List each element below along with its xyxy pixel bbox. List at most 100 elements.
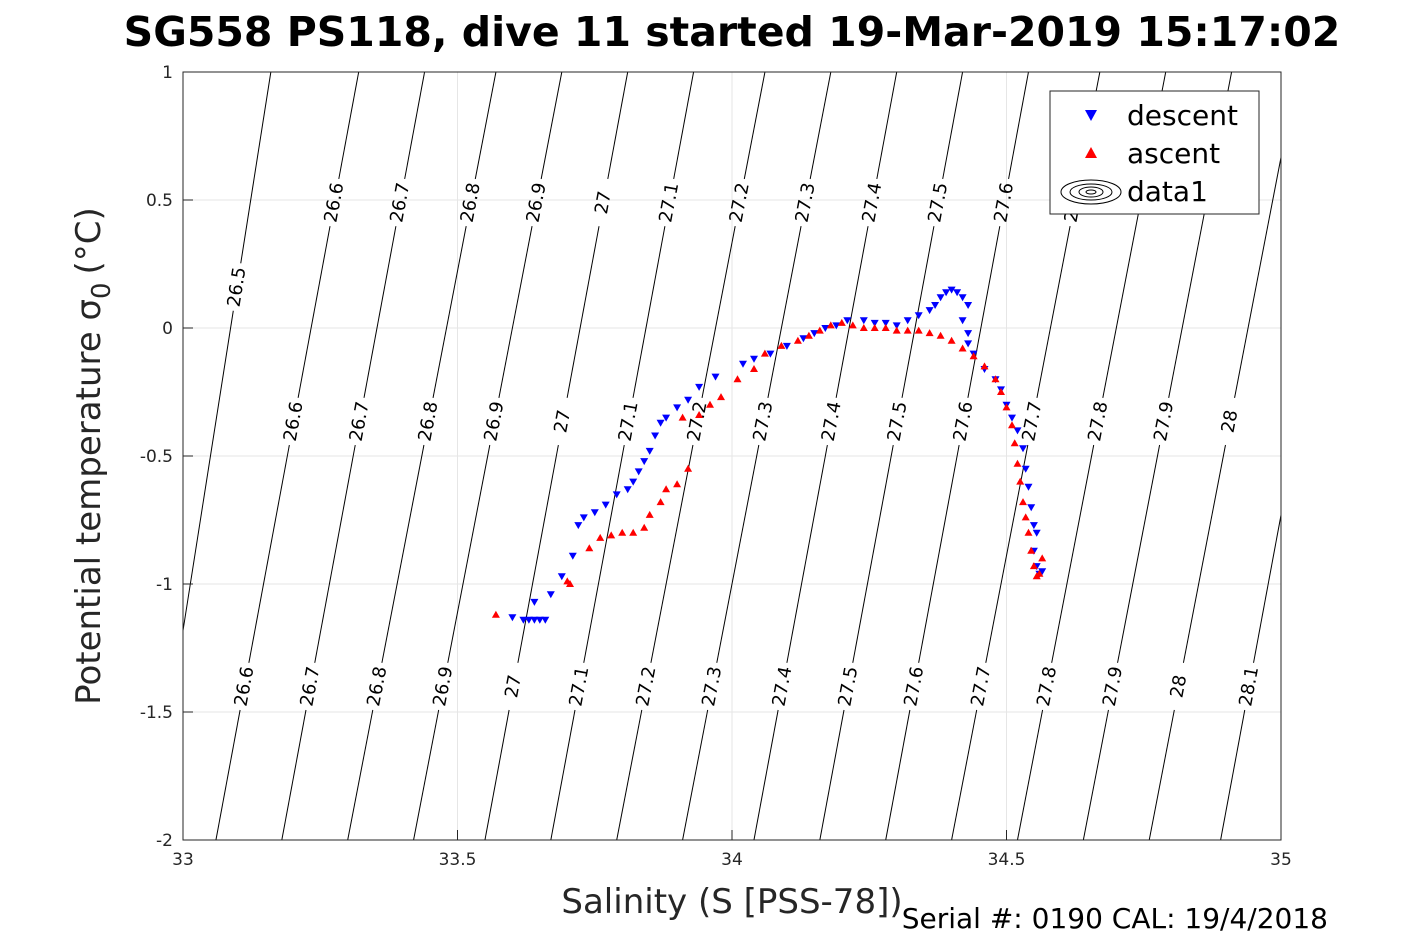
ascent-point <box>804 331 813 339</box>
contour-segment <box>540 72 563 180</box>
contour-segment <box>297 226 331 398</box>
legend-data1-marker <box>1060 179 1122 205</box>
y-axis-label-unit: (°C) <box>69 207 109 274</box>
contour-segment <box>447 444 491 663</box>
descent-point <box>546 591 555 599</box>
contour-segment <box>517 444 559 663</box>
descent-point <box>810 330 819 338</box>
descent-point <box>629 478 638 486</box>
contour-label: 27 <box>591 189 616 215</box>
ascent-point <box>892 326 901 334</box>
descent-point <box>799 335 808 343</box>
descent-point <box>623 486 632 494</box>
descent-point <box>612 491 621 499</box>
descent-point <box>579 514 588 522</box>
ascent-point <box>629 528 638 536</box>
ascent-point <box>760 349 769 357</box>
svg-text:Potential temperature σ0(°C): Potential temperature σ0 (°C) <box>69 207 117 705</box>
contour-segment <box>215 709 241 840</box>
contour-segment <box>183 310 234 634</box>
contour-segment <box>381 444 425 663</box>
contour-segment <box>474 72 497 180</box>
ascent-point <box>837 318 846 326</box>
ascent-point <box>1019 498 1027 506</box>
ascent-point <box>991 375 1000 383</box>
ascent-point <box>1016 477 1025 485</box>
contour-segment <box>550 709 576 840</box>
contour-segment <box>240 72 272 264</box>
contour-segment <box>767 226 802 398</box>
descent-point <box>739 360 747 368</box>
descent-point <box>601 501 610 509</box>
descent-point <box>953 289 962 297</box>
descent-point <box>881 319 890 327</box>
descent-point <box>1029 522 1038 530</box>
y-tick-label: 0 <box>162 319 173 339</box>
chart-title: SG558 PS118, dive 11 started 19-Mar-2019… <box>124 8 1341 56</box>
contour-segment <box>809 72 832 180</box>
descent-point <box>859 317 868 325</box>
contour-segment <box>1303 72 1364 398</box>
ascent-point <box>859 324 868 331</box>
ascent-point <box>695 411 704 418</box>
ascent-point <box>980 362 989 370</box>
contour-segment <box>498 226 533 398</box>
descent-point <box>964 330 973 338</box>
y-tick-label: -2 <box>156 831 173 851</box>
contour-segment <box>786 444 828 663</box>
contour-segment <box>632 226 666 398</box>
contour-segment <box>607 72 629 180</box>
contour-segment <box>876 72 898 180</box>
descent-point <box>568 552 577 560</box>
ascent-point <box>777 341 786 349</box>
descent-point <box>530 616 539 624</box>
contour-segment <box>673 72 695 180</box>
x-tick-label: 33.5 <box>439 850 477 870</box>
contour-segment <box>583 444 625 663</box>
y-axis-ticks: -2 -1.5 -1 -0.5 0 0.5 1 <box>140 63 193 851</box>
contour-segment <box>819 709 845 840</box>
contour-segment <box>1016 709 1044 840</box>
descent-series <box>508 286 1047 624</box>
ascent-point <box>607 531 616 539</box>
contour-segment <box>1117 444 1161 663</box>
contour-segment <box>248 444 290 663</box>
descent-point <box>590 509 599 517</box>
contour-segment <box>682 709 709 840</box>
contour-segment <box>566 226 600 398</box>
descent-point <box>782 342 791 350</box>
descent-point <box>892 322 901 330</box>
ascent-point <box>870 324 879 331</box>
descent-point <box>914 312 923 320</box>
ascent-point <box>733 375 742 383</box>
serial-cal-footer: Serial #: 0190 CAL: 19/4/2018 <box>902 902 1328 935</box>
descent-point <box>931 302 940 309</box>
ascent-point <box>640 523 649 531</box>
contour-segment <box>1051 444 1095 663</box>
y-tick-label: -1 <box>156 575 173 595</box>
descent-point <box>541 616 550 624</box>
ascent-point <box>684 464 693 472</box>
contour-segment <box>967 226 1001 398</box>
ascent-point <box>947 336 956 344</box>
descent-point <box>947 286 956 294</box>
x-tick-label: 33 <box>172 850 194 870</box>
contour-segment <box>1082 709 1109 840</box>
ascent-point <box>1038 554 1047 562</box>
descent-point <box>964 302 973 309</box>
x-tick-label: 34 <box>721 850 743 870</box>
contour-segment <box>1220 709 1246 840</box>
contour-27: 27 27 27 <box>484 72 629 840</box>
ascent-point <box>706 400 714 408</box>
x-axis-label: Salinity (S [PSS-78]) <box>561 882 902 922</box>
descent-point <box>821 325 830 332</box>
contour-label: 28 <box>1218 408 1243 434</box>
contour-segment <box>885 709 911 840</box>
descent-point <box>508 614 517 622</box>
descent-point <box>936 294 945 302</box>
ascent-point <box>969 352 978 360</box>
descent-point <box>1008 414 1016 422</box>
contour-26-9: 26.926.926.9 <box>413 72 563 840</box>
y-axis-label-subscript: 0 <box>87 282 117 299</box>
